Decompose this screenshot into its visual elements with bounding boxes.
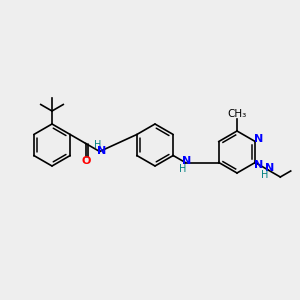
Text: H: H <box>262 170 269 180</box>
Text: N: N <box>265 163 274 173</box>
Text: H: H <box>178 164 186 173</box>
Text: O: O <box>81 155 91 166</box>
Text: N: N <box>182 155 191 166</box>
Text: N: N <box>97 146 106 155</box>
Text: N: N <box>254 160 263 170</box>
Text: H: H <box>94 140 101 151</box>
Text: CH₃: CH₃ <box>227 109 247 119</box>
Text: N: N <box>254 134 263 145</box>
